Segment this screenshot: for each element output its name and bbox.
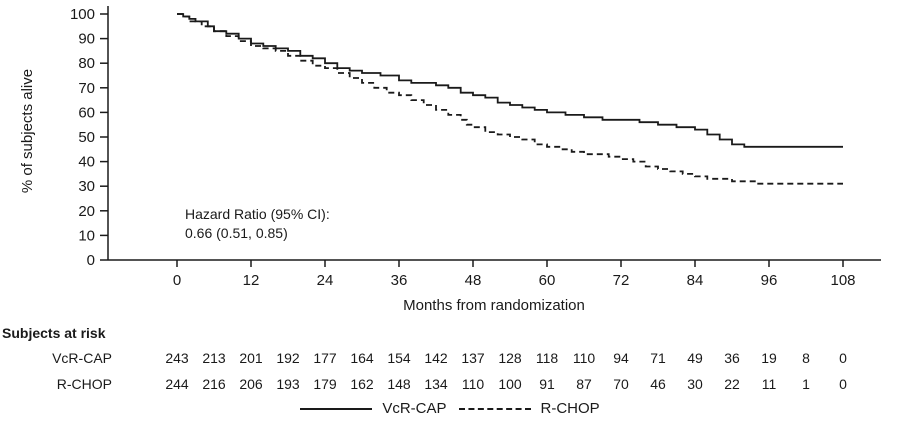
risk-count: 118	[535, 350, 559, 366]
svg-text:12: 12	[243, 272, 260, 289]
svg-text:60: 60	[539, 272, 556, 289]
risk-count: 46	[650, 376, 666, 392]
risk-count: 177	[313, 350, 337, 366]
hazard-ratio-annotation: Hazard Ratio (95% CI): 0.66 (0.51, 0.85)	[185, 205, 330, 243]
hazard-ratio-line1: Hazard Ratio (95% CI):	[185, 206, 330, 222]
risk-count: 110	[572, 350, 596, 366]
risk-count: 1	[802, 376, 810, 392]
risk-count: 36	[724, 350, 740, 366]
risk-count: 213	[202, 350, 226, 366]
risk-table-title: Subjects at risk	[2, 325, 106, 341]
svg-text:48: 48	[465, 272, 482, 289]
svg-text:30: 30	[78, 178, 95, 195]
risk-count: 201	[239, 350, 263, 366]
legend-item-vcrcap: VcR-CAP	[300, 400, 447, 417]
risk-count: 19	[761, 350, 777, 366]
svg-text:60: 60	[78, 104, 95, 121]
risk-count: 100	[498, 376, 522, 392]
risk-count: 142	[424, 350, 448, 366]
risk-count: 179	[313, 376, 337, 392]
dashed-line-sample-icon	[458, 407, 531, 410]
risk-row-rchop: R-CHOP 244 216 206 193 179 162 148 134 110 100 91 8…	[0, 376, 900, 396]
svg-text:108: 108	[830, 272, 855, 289]
risk-count: 164	[350, 350, 374, 366]
svg-text:10: 10	[78, 227, 95, 244]
hazard-ratio-line2: 0.66 (0.51, 0.85)	[185, 225, 288, 241]
risk-count: 49	[687, 350, 703, 366]
solid-line-sample-icon	[300, 407, 373, 410]
risk-count: 30	[687, 376, 703, 392]
risk-count: 134	[424, 376, 448, 392]
svg-text:70: 70	[78, 80, 95, 97]
risk-count: 94	[613, 350, 629, 366]
risk-count: 148	[387, 376, 411, 392]
risk-row-label: R-CHOP	[56, 376, 112, 392]
risk-count: 192	[276, 350, 300, 366]
y-axis-label: % of subjects alive	[19, 68, 36, 194]
risk-count: 154	[387, 350, 411, 366]
risk-row-vcrcap: VcR-CAP 243 213 201 192 177 164 154 142 137 128 11…	[0, 350, 900, 370]
risk-count: 243	[165, 350, 189, 366]
risk-count: 8	[802, 350, 810, 366]
risk-count: 22	[724, 376, 740, 392]
risk-count: 110	[461, 376, 485, 392]
risk-count: 244	[165, 376, 189, 392]
risk-count: 0	[839, 376, 847, 392]
svg-text:96: 96	[761, 272, 778, 289]
legend-label-rchop: R-CHOP	[540, 400, 600, 417]
risk-count: 70	[613, 376, 629, 392]
svg-text:100: 100	[70, 6, 95, 23]
svg-text:24: 24	[317, 272, 334, 289]
svg-text:20: 20	[78, 203, 95, 220]
legend: VcR-CAP R-CHOP	[0, 400, 900, 417]
risk-count: 11	[761, 376, 777, 392]
svg-text:84: 84	[687, 272, 704, 289]
x-axis-label: Months from randomization	[403, 297, 585, 314]
svg-text:72: 72	[613, 272, 630, 289]
svg-text:90: 90	[78, 31, 95, 48]
svg-text:50: 50	[78, 129, 95, 146]
risk-count: 137	[461, 350, 485, 366]
risk-count: 128	[498, 350, 522, 366]
risk-count: 87	[576, 376, 592, 392]
svg-text:80: 80	[78, 55, 95, 72]
legend-item-rchop: R-CHOP	[458, 400, 600, 417]
risk-row-label: VcR-CAP	[52, 350, 112, 366]
svg-text:36: 36	[391, 272, 408, 289]
risk-count: 193	[276, 376, 300, 392]
risk-count: 0	[839, 350, 847, 366]
risk-count: 71	[650, 350, 666, 366]
risk-count: 91	[539, 376, 555, 392]
risk-count: 206	[239, 376, 263, 392]
legend-label-vcrcap: VcR-CAP	[382, 400, 447, 417]
risk-count: 216	[202, 376, 226, 392]
svg-text:40: 40	[78, 154, 95, 171]
km-plot: 0 10 20 30 40 50 60 70 80 90 100 0 12 24 36 48 60 72 84 96 1…	[70, 6, 881, 289]
svg-text:0: 0	[87, 252, 95, 269]
risk-count: 162	[350, 376, 374, 392]
svg-text:0: 0	[173, 272, 181, 289]
